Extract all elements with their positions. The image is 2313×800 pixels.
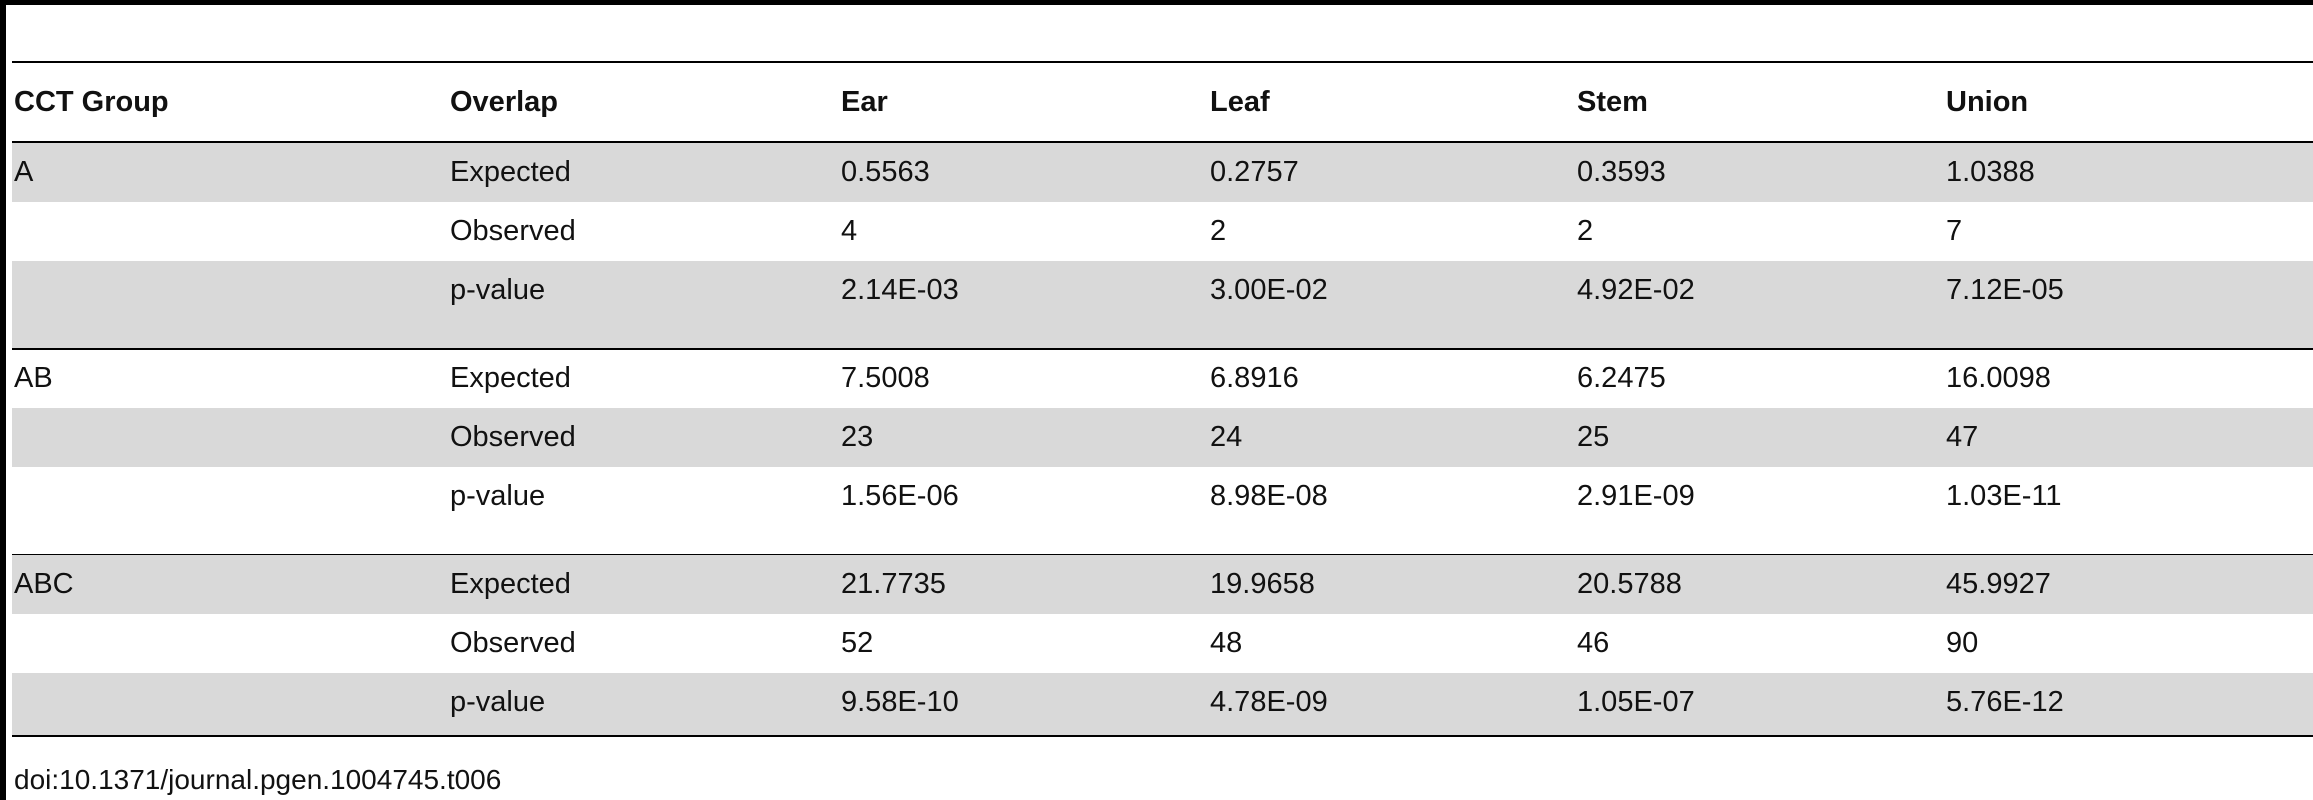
cell-value: 4.78E-09 [1210, 686, 1328, 718]
cell-value: 20.5788 [1577, 568, 1682, 600]
row-label: Observed [450, 627, 576, 659]
header-rule-top [12, 61, 2313, 63]
row-label: Observed [450, 215, 576, 247]
cell-value: 2.14E-03 [841, 274, 959, 306]
row-label: Expected [450, 568, 571, 600]
left-border [0, 0, 6, 800]
cell-value: 6.8916 [1210, 362, 1299, 394]
cell-value: 0.5563 [841, 156, 930, 188]
group-label: AB [14, 362, 53, 394]
cell-value: 7 [1946, 215, 1963, 247]
cell-value: 2.91E-09 [1577, 480, 1695, 512]
row-label: p-value [450, 274, 546, 306]
cell-value: 1.03E-11 [1946, 480, 2062, 512]
row-label: p-value [450, 686, 546, 718]
group-rule [12, 348, 2313, 350]
row-label: Expected [450, 156, 571, 188]
column-header: CCT Group [14, 86, 169, 118]
row-label: Expected [450, 362, 571, 394]
group-label: A [14, 156, 34, 188]
top-border [0, 0, 2313, 5]
group-label: ABC [14, 568, 74, 600]
row-shading [12, 408, 2313, 467]
cell-value: 0.2757 [1210, 156, 1299, 188]
cell-value: 52 [841, 627, 874, 659]
footer: doi:10.1371/journal.pgen.1004745.t006 [14, 764, 502, 795]
column-header: Ear [841, 86, 888, 118]
cell-value: 48 [1210, 627, 1243, 659]
cell-value: 47 [1946, 421, 1979, 453]
row-shading [12, 555, 2313, 614]
cell-value: 16.0098 [1946, 362, 2051, 394]
cell-value: 3.00E-02 [1210, 274, 1328, 306]
cell-value: 46 [1577, 627, 1610, 659]
row-label: Observed [450, 421, 576, 453]
column-header: Union [1946, 86, 2029, 118]
cell-value: 90 [1946, 627, 1979, 659]
row-shading [12, 673, 2313, 735]
row-shading [12, 143, 2313, 202]
column-header: Stem [1577, 86, 1648, 118]
column-header: Overlap [450, 86, 558, 118]
cell-value: 1.05E-07 [1577, 686, 1695, 718]
row-shading [12, 261, 2313, 348]
cell-value: 2 [1577, 215, 1594, 247]
cell-value: 6.2475 [1577, 362, 1666, 394]
cell-value: 19.9658 [1210, 568, 1315, 600]
cell-value: 24 [1210, 421, 1243, 453]
cell-value: 2 [1210, 215, 1227, 247]
cell-value: 25 [1577, 421, 1610, 453]
cell-value: 8.98E-08 [1210, 480, 1328, 512]
column-header: Leaf [1210, 86, 1270, 118]
header-rule-bottom [12, 141, 2313, 143]
row-label: p-value [450, 480, 546, 512]
group-rule [12, 735, 2313, 737]
cell-value: 21.7735 [841, 568, 946, 600]
cell-value: 7.5008 [841, 362, 930, 394]
cell-value: 7.12E-05 [1946, 274, 2064, 306]
cell-value: 9.58E-10 [841, 686, 959, 718]
cell-value: 45.9927 [1946, 568, 2051, 600]
cell-value: 1.56E-06 [841, 480, 959, 512]
cell-value: 4 [841, 215, 858, 247]
cell-value: 23 [841, 421, 874, 453]
cell-value: 1.0388 [1946, 156, 2035, 188]
cell-value: 5.76E-12 [1946, 686, 2064, 718]
cell-value: 0.3593 [1577, 156, 1666, 188]
cell-value: 4.92E-02 [1577, 274, 1695, 306]
